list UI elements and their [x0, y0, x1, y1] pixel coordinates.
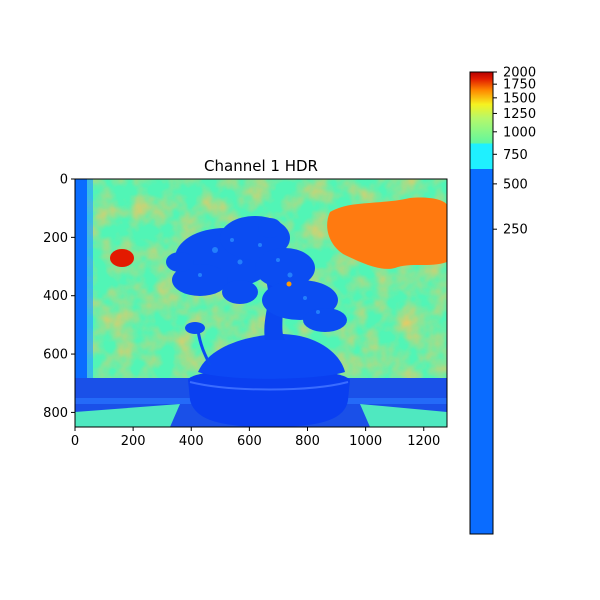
- small-stem: [196, 329, 212, 366]
- plot-frame: [74, 178, 448, 428]
- colorbar-frame: [469, 71, 494, 535]
- x-tick-label: 600: [237, 434, 262, 449]
- warm-spot: [286, 281, 292, 287]
- y-axis: 0 200 400 600 800: [43, 173, 75, 421]
- hot-region-right: [327, 197, 447, 269]
- hot-region-left: [110, 249, 134, 267]
- x-tick-label: 1000: [349, 434, 382, 449]
- chart-title: Channel 1 HDR: [204, 157, 318, 175]
- y-tick-label: 600: [43, 348, 68, 363]
- pot-rim: [189, 381, 349, 391]
- soil-mound: [198, 334, 345, 379]
- heatmap-image: [75, 179, 447, 427]
- left-frame-inner: [87, 179, 93, 379]
- bonsai-pot: [188, 368, 350, 427]
- y-tick-label: 400: [43, 289, 68, 304]
- colorbar-tick-label: 1000: [503, 125, 536, 140]
- y-tick-label: 800: [43, 406, 68, 421]
- x-tick-label: 800: [295, 434, 320, 449]
- colorbar-tick-label: 1250: [503, 107, 536, 122]
- bottom-left-corner: [75, 404, 180, 427]
- colorbar-tick-label: 1750: [503, 78, 536, 93]
- bottom-right-corner: [360, 404, 447, 427]
- x-tick-label: 0: [71, 434, 79, 449]
- colorbar-fill: [470, 72, 493, 534]
- foliage-highlights: [198, 238, 320, 314]
- colorbar-tick-label: 2000: [503, 66, 536, 81]
- colorbar-tick-label: 250: [503, 223, 528, 238]
- x-tick-label: 1200: [407, 434, 440, 449]
- bonsai-foliage: [166, 216, 347, 334]
- colorbar-tick-label: 1500: [503, 91, 536, 106]
- left-frame: [75, 179, 87, 427]
- x-axis: 0 200 400 600 800 1000 1200: [71, 427, 440, 449]
- x-tick-label: 200: [121, 434, 146, 449]
- y-tick-label: 0: [60, 173, 68, 188]
- colorbar-tick-label: 750: [503, 148, 528, 163]
- colorbar-tick-label: 500: [503, 177, 528, 192]
- x-tick-label: 400: [179, 434, 204, 449]
- y-tick-label: 200: [43, 231, 68, 246]
